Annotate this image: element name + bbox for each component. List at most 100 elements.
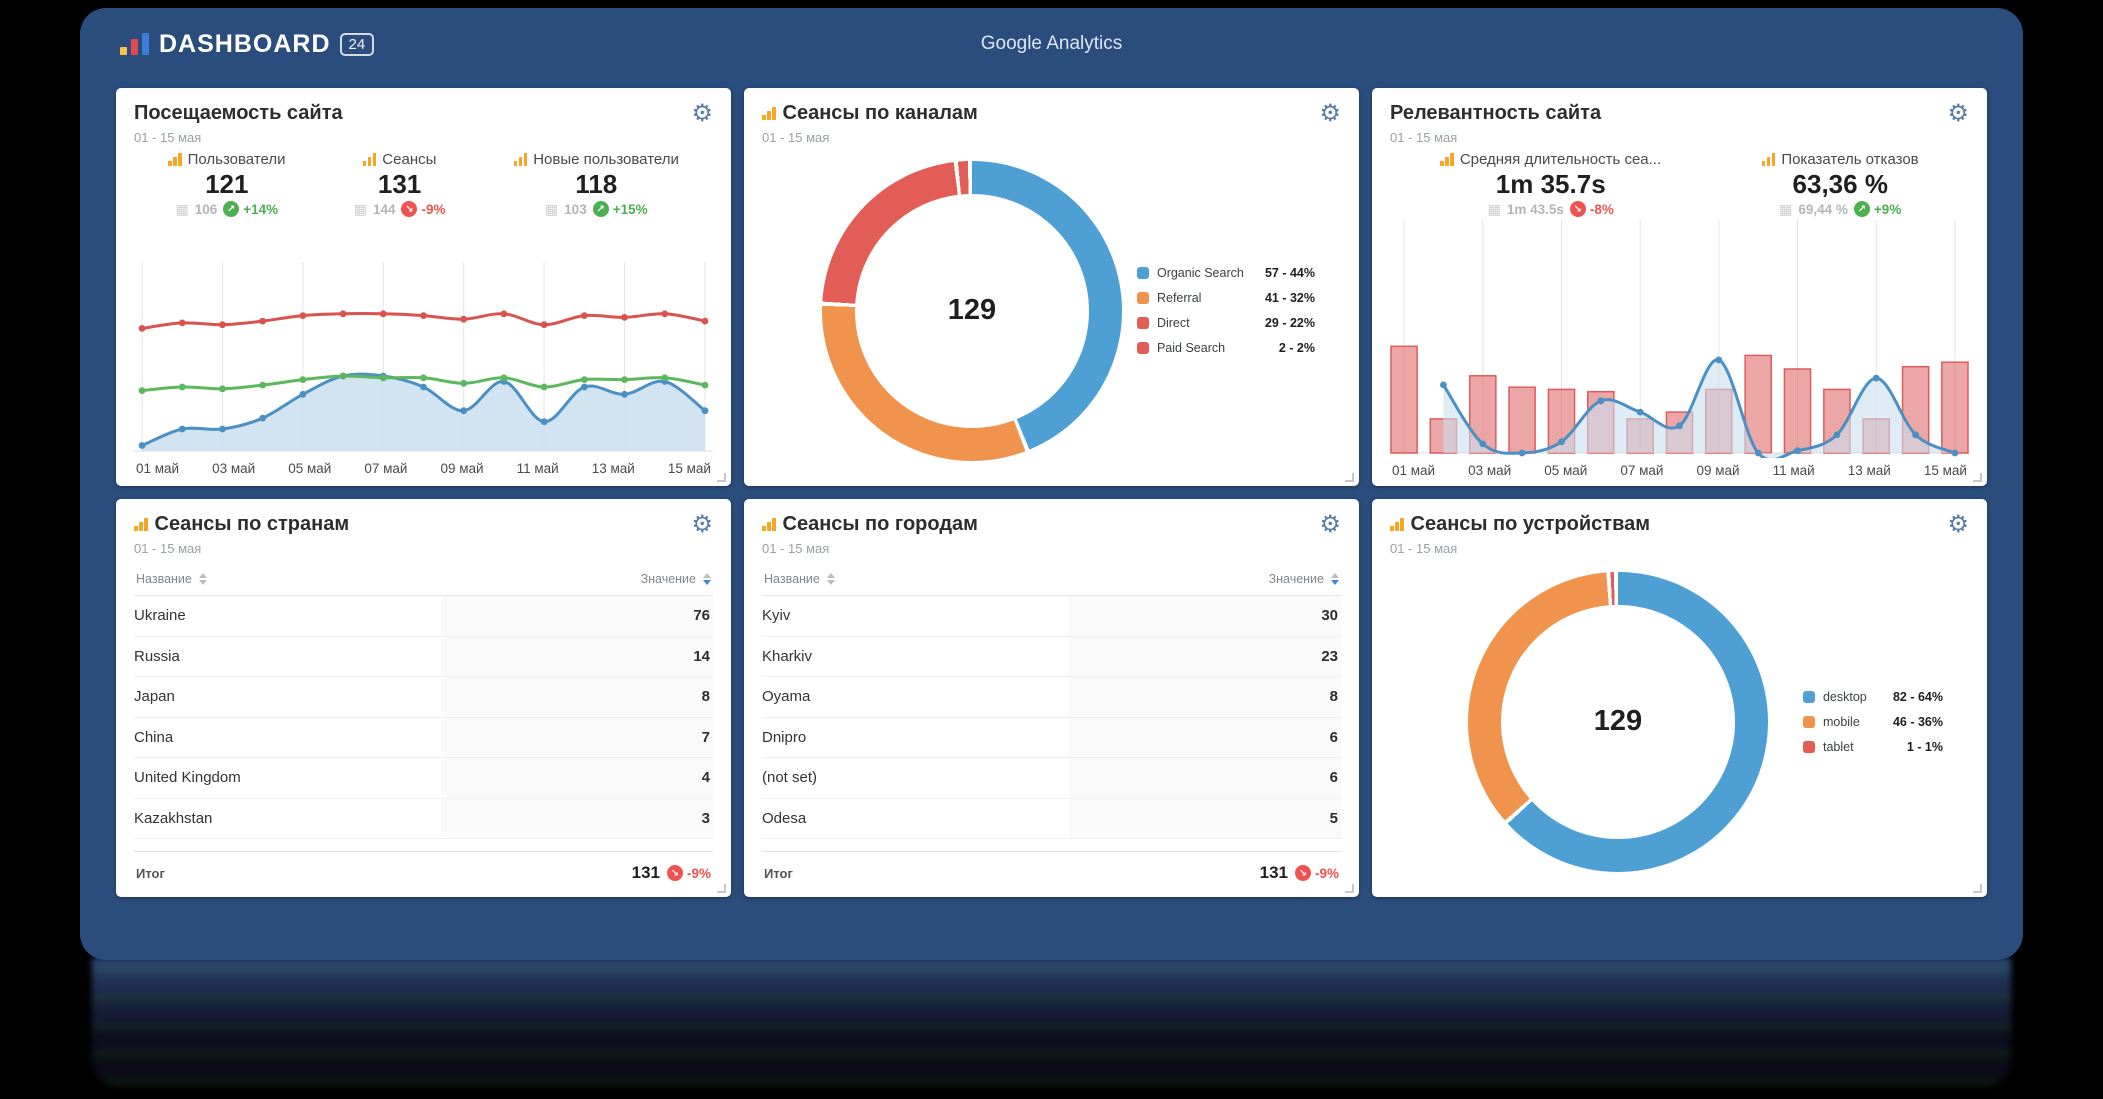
x-tick: 09 май (1696, 462, 1740, 478)
gear-icon[interactable]: ⚙ (1319, 100, 1341, 127)
table-row[interactable]: Kyiv 30 (762, 596, 1341, 637)
table-header: Название Значение (762, 568, 1341, 596)
column-name-header[interactable]: Название (136, 572, 207, 586)
resize-handle-icon[interactable] (717, 884, 726, 893)
x-tick: 09 май (440, 461, 484, 476)
x-tick: 01 май (1392, 462, 1436, 478)
sort-icon-active-desc[interactable] (1331, 572, 1339, 586)
table-row[interactable]: Russia 14 (134, 636, 713, 677)
calendar-icon: ▦ (1779, 200, 1793, 217)
table-header: Название Значение (134, 568, 713, 596)
legend-item[interactable]: Referral 41 - 32% (1136, 291, 1315, 305)
calendar-icon: ▦ (353, 200, 367, 217)
table-row[interactable]: United Kingdom 4 (134, 758, 713, 799)
legend-label: Referral (1156, 291, 1202, 305)
x-tick: 03 май (1468, 462, 1512, 478)
resize-handle-icon[interactable] (1973, 884, 1982, 893)
row-value: 7 (440, 717, 713, 757)
legend-item[interactable]: mobile 46 - 36% (1802, 715, 1943, 729)
metric-label: Пользователи (187, 151, 286, 168)
card-countries: Сеансы по странам ⚙ 01 - 15 мая Название… (116, 499, 731, 897)
devices-donut-chart[interactable]: 129 (1468, 571, 1768, 872)
legend-item[interactable]: Paid Search 2 - 2% (1136, 341, 1315, 355)
table-row[interactable]: China 7 (134, 717, 713, 758)
metric: Новые пользователи 118 ▦ 103 ↗ +15% (513, 151, 679, 218)
table-row[interactable]: Dnipro 6 (762, 717, 1341, 758)
legend-label: Direct (1156, 316, 1190, 330)
legend-value: 2 - 2% (1278, 341, 1315, 355)
resize-handle-icon[interactable] (717, 473, 726, 482)
legend-item[interactable]: Direct 29 - 22% (1136, 316, 1315, 330)
row-value: 3 (440, 798, 713, 838)
table-row[interactable]: (not set) 6 (762, 758, 1341, 799)
period-label: 01 - 15 мая (134, 541, 202, 556)
metrics-row: Средняя длительность сеа... 1m 35.7s ▦ 1… (1390, 151, 1969, 218)
x-tick: 13 май (591, 461, 635, 476)
gear-icon[interactable]: ⚙ (1319, 511, 1341, 538)
delta-badge: ↘ -9% (401, 201, 445, 217)
x-tick: 13 май (1847, 462, 1891, 478)
column-value-header[interactable]: Значение (641, 572, 711, 586)
total-delta-badge: ↘ -9% (666, 865, 711, 881)
brand-name: DASHBOARD (159, 29, 331, 58)
card-title: Сеансы по устройствам (1410, 513, 1651, 535)
relevance-bar-chart[interactable] (1390, 218, 1969, 458)
delta-badge: ↗ +15% (592, 201, 648, 217)
gear-icon[interactable]: ⚙ (691, 100, 713, 127)
card-visits: Посещаемость сайта ⚙ 01 - 15 мая Пользов… (116, 88, 731, 486)
legend-swatch (1136, 292, 1149, 304)
resize-handle-icon[interactable] (1345, 884, 1354, 893)
bar-chart-icon (1761, 153, 1776, 166)
column-name-header[interactable]: Название (764, 572, 835, 586)
table-row[interactable]: Kazakhstan 3 (134, 798, 713, 839)
table-row[interactable]: Ukraine 76 (134, 596, 713, 637)
legend-value: 1 - 1% (1906, 739, 1943, 754)
legend-swatch (1136, 317, 1149, 329)
row-name: Japan (134, 688, 175, 706)
card-relevance: Релевантность сайта ⚙ 01 - 15 мая Средня… (1372, 88, 1987, 486)
dashboard-logo-icon (120, 33, 149, 55)
gear-icon[interactable]: ⚙ (1947, 511, 1969, 538)
row-name: China (134, 728, 174, 746)
legend-item[interactable]: Organic Search 57 - 44% (1136, 266, 1315, 280)
sort-icon[interactable] (198, 572, 207, 586)
table-footer: Итог 131 ↘ -9% (762, 851, 1341, 887)
channels-donut-chart[interactable]: 129 (822, 160, 1122, 461)
legend-swatch (1136, 342, 1149, 354)
metric: Показатель отказов 63,36 % ▦ 69,44 % ↗ +9… (1761, 151, 1919, 218)
row-value: 6 (1068, 758, 1341, 798)
arrow-down-icon: ↘ (401, 201, 418, 217)
sort-icon-active-desc[interactable] (703, 572, 711, 586)
bar-chart-icon (762, 518, 776, 531)
legend-swatch (1802, 690, 1815, 703)
gear-icon[interactable]: ⚙ (1947, 100, 1969, 127)
table-row[interactable]: Japan 8 (134, 677, 713, 718)
visits-line-chart[interactable] (134, 260, 713, 456)
table-row[interactable]: Odesa 5 (762, 798, 1341, 839)
card-title: Релевантность сайта (1390, 102, 1602, 124)
x-tick: 03 май (212, 461, 256, 476)
calendar-icon: ▦ (175, 200, 189, 217)
legend-item[interactable]: tablet 1 - 1% (1802, 739, 1943, 754)
legend-item[interactable]: desktop 82 - 64% (1802, 690, 1943, 704)
card-title: Сеансы по городам (782, 513, 978, 535)
row-name: Kazakhstan (134, 809, 213, 827)
table-row[interactable]: Oyama 8 (762, 677, 1341, 718)
row-value: 30 (1068, 596, 1341, 636)
row-name: United Kingdom (134, 769, 241, 787)
resize-handle-icon[interactable] (1345, 473, 1354, 482)
metric-label: Новые пользователи (533, 151, 679, 168)
cities-table-body: Kyiv 30 Kharkiv 23 Oyama 8 Dnipro 6 (not… (762, 596, 1341, 839)
table-row[interactable]: Kharkiv 23 (762, 636, 1341, 677)
resize-handle-icon[interactable] (1973, 473, 1982, 482)
table-footer: Итог 131 ↘ -9% (134, 851, 713, 887)
delta-badge: ↗ +9% (1853, 201, 1901, 217)
metric: Средняя длительность сеа... 1m 35.7s ▦ 1… (1440, 151, 1661, 218)
column-value-header[interactable]: Значение (1269, 572, 1339, 586)
delta-badge: ↘ -8% (1569, 201, 1614, 217)
donut-total: 129 (855, 193, 1089, 428)
gear-icon[interactable]: ⚙ (691, 511, 713, 538)
sort-icon[interactable] (826, 572, 835, 586)
metric: Сеансы 131 ▦ 144 ↘ -9% (353, 151, 445, 218)
arrow-down-icon: ↘ (1569, 201, 1586, 217)
